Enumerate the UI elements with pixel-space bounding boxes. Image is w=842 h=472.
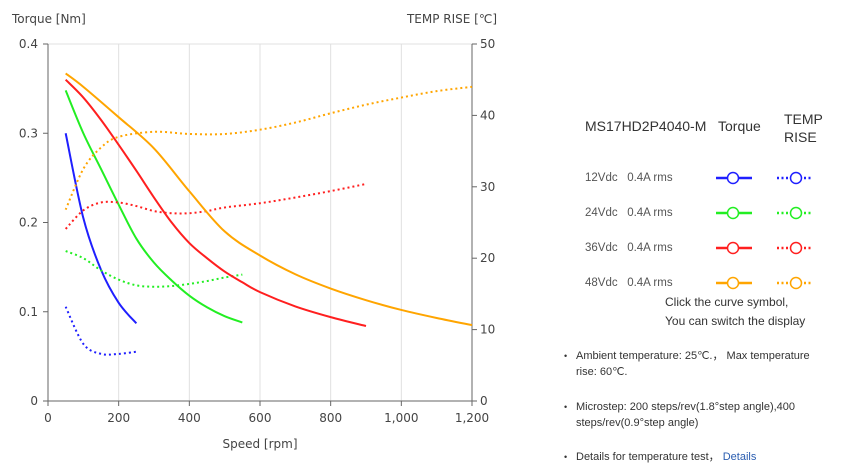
temp-symbol-toggle[interactable] xyxy=(773,206,835,220)
torque-line-36vd xyxy=(64,78,367,327)
legend-row: 24Vdc 0.4A rms xyxy=(585,195,835,230)
x-tick-label: 200 xyxy=(107,411,130,425)
note-microstep: Microstep: 200 steps/rev(1.8°step angle)… xyxy=(564,399,825,431)
model-name: MS17HD2P4040-M xyxy=(585,118,707,134)
legend-row: 48Vdc 0.4A rms xyxy=(585,265,835,300)
torque-symbol-toggle[interactable] xyxy=(710,241,772,255)
temp-line-48vd xyxy=(64,85,473,211)
y-tick-label: 0.2 xyxy=(19,216,38,230)
y2-tick-label: 50 xyxy=(480,37,495,51)
x-tick-label: 1,000 xyxy=(384,411,418,425)
torque-line-48vd xyxy=(65,72,473,327)
y-tick-label: 0.4 xyxy=(19,37,38,51)
temp-line-12vd xyxy=(64,306,137,356)
temp-line-24vd xyxy=(65,250,243,288)
torque-symbol-toggle[interactable] xyxy=(710,171,772,185)
legend-hint: Click the curve symbol, You can switch th… xyxy=(665,295,806,328)
temp-line-36vd xyxy=(64,182,367,230)
y2-tick-label: 20 xyxy=(480,251,495,265)
torque-symbol-toggle[interactable] xyxy=(710,276,772,290)
x-tick-label: 1,200 xyxy=(455,411,489,425)
x-tick-label: 800 xyxy=(319,411,342,425)
y-tick-label: 0.1 xyxy=(19,305,38,319)
y2-tick-label: 40 xyxy=(480,108,495,122)
details-link[interactable]: Details xyxy=(722,451,757,463)
legend-label: 24Vdc 0.4A rms xyxy=(585,206,673,219)
x-tick-label: 600 xyxy=(249,411,272,425)
legend-row: 12Vdc 0.4A rms xyxy=(585,160,835,195)
torque-line-24vd xyxy=(64,90,243,324)
torque-symbol-toggle[interactable] xyxy=(710,206,772,220)
y-axis-title: Torque [Nm] xyxy=(11,12,86,26)
y2-tick-label: 0 xyxy=(480,394,488,408)
y-tick-label: 0 xyxy=(30,394,38,408)
legend-label: 36Vdc 0.4A rms xyxy=(585,241,673,254)
torque-line-12vd xyxy=(64,133,138,325)
temp-symbol-toggle[interactable] xyxy=(773,171,835,185)
legend-row: 36Vdc 0.4A rms xyxy=(585,230,835,265)
note-ambient: Ambient temperature: 25℃.， Max temperatu… xyxy=(564,348,825,380)
y-tick-label: 0.3 xyxy=(19,126,38,140)
torque-column-header: Torque xyxy=(718,118,761,134)
y2-tick-label: 10 xyxy=(480,323,495,337)
legend-label: 48Vdc 0.4A rms xyxy=(585,276,673,289)
temp-symbol-toggle[interactable] xyxy=(773,276,835,290)
note-details: Details for temperature test， Details xyxy=(564,449,825,465)
temp-column-header: TEMP RISE xyxy=(784,111,823,145)
y2-tick-label: 30 xyxy=(480,180,495,194)
temp-symbol-toggle[interactable] xyxy=(773,241,835,255)
x-axis-title: Speed [rpm] xyxy=(222,437,297,451)
legend-label: 12Vdc 0.4A rms xyxy=(585,171,673,184)
legend: MS17HD2P4040-M Torque TEMP RISE 12Vdc 0.4… xyxy=(585,110,835,300)
y2-axis-title: TEMP RISE [℃] xyxy=(406,12,497,26)
torque-speed-chart: 0 200 400 600 800 1,000 1,200 0 0.1 0.2 0.3 0.4 0 10 2… xyxy=(11,12,497,451)
x-tick-label: 0 xyxy=(44,411,52,425)
x-tick-label: 400 xyxy=(178,411,201,425)
